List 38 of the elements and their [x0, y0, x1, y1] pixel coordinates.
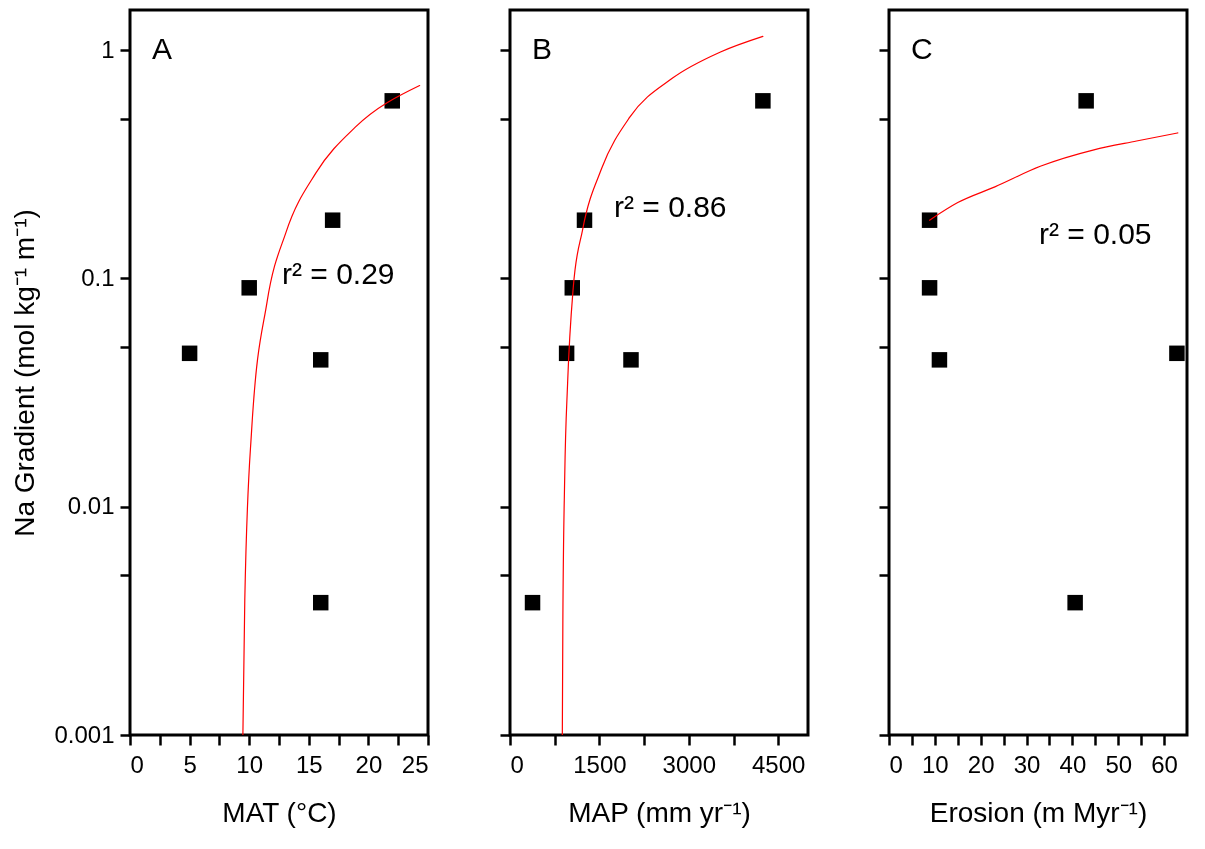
annotation: r² = 0.05	[1039, 217, 1152, 250]
x-tick-label: 25	[401, 750, 429, 778]
y-tick-label: 1	[101, 35, 115, 63]
x-axis-title: Erosion (m Myr⁻¹)	[929, 796, 1148, 828]
y-tick-label: 0.1	[81, 263, 115, 291]
annotation: r² = 0.86	[614, 190, 727, 223]
y-axis-title: Na Gradient (mol kg⁻¹ m⁻¹)	[9, 209, 41, 537]
x-axis-title: MAT (°C)	[222, 796, 337, 828]
x-tick-label: 30	[1013, 750, 1041, 778]
point	[931, 352, 948, 368]
point	[921, 280, 938, 296]
annotation: C	[911, 32, 933, 65]
x-tick-label: 3000	[662, 750, 716, 778]
x-tick-label: 4500	[752, 750, 806, 778]
point	[921, 212, 938, 228]
annotation: B	[532, 32, 553, 65]
x-axis-title: MAP (mm yr⁻¹)	[568, 796, 751, 828]
x-tick-label: 10	[236, 750, 264, 778]
point	[1078, 93, 1094, 109]
x-tick-label: 1500	[573, 750, 627, 778]
point	[1169, 345, 1185, 362]
point	[1067, 594, 1083, 611]
x-tick-label: 50	[1105, 750, 1133, 778]
x-tick-label: 60	[1151, 750, 1178, 778]
x-tick-label: 15	[295, 750, 323, 778]
annotation: A	[152, 32, 173, 65]
x-tick-label: 10	[921, 750, 949, 778]
x-tick-label: 0	[889, 750, 903, 778]
y-tick-label: 0.01	[67, 492, 115, 520]
x-tick-label: 20	[967, 750, 995, 778]
x-tick-label: 20	[355, 750, 383, 778]
line-series	[242, 84, 421, 735]
y-tick-label: 0.001	[54, 720, 115, 748]
x-tick-label: 0	[510, 750, 524, 778]
x-tick-label: 0	[130, 750, 144, 778]
x-tick-label: 5	[183, 750, 197, 778]
x-tick-label: 40	[1059, 750, 1087, 778]
annotation: r² = 0.29	[282, 257, 395, 290]
